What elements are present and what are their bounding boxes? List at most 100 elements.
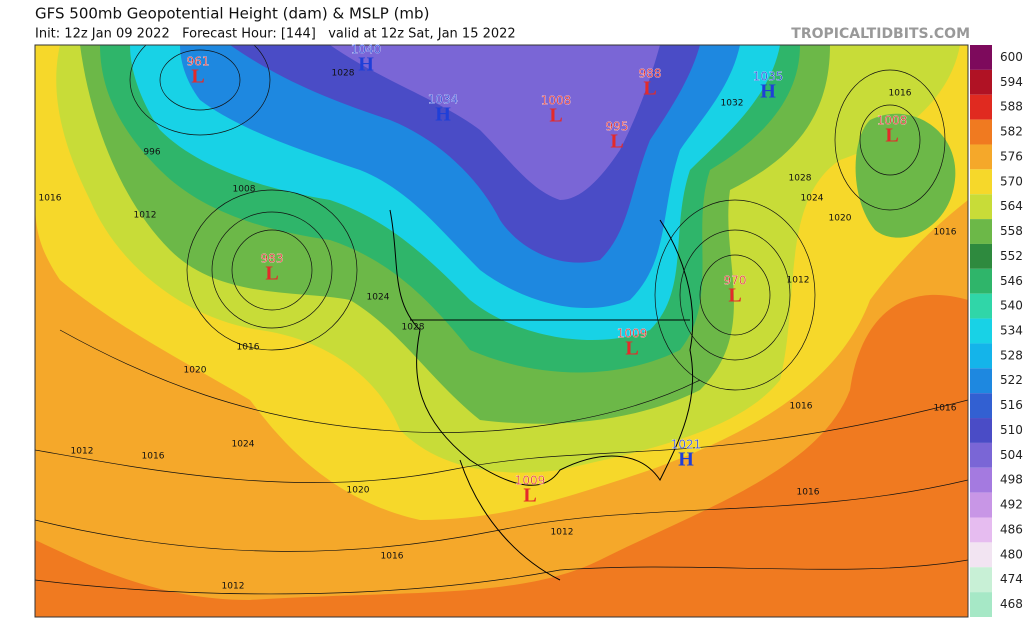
- isobar-label: 1012: [787, 276, 810, 286]
- center-symbol: H: [358, 54, 374, 76]
- colorbar-swatch: [970, 318, 992, 344]
- center-symbol: L: [265, 263, 278, 285]
- colorbar-label: 594: [1000, 75, 1023, 89]
- colorbar-label: 552: [1000, 249, 1023, 263]
- colorbar-swatch: [970, 567, 992, 593]
- colorbar-label: 546: [1000, 274, 1023, 288]
- isobar-label: 1012: [134, 211, 157, 221]
- coastlines: [389, 209, 694, 581]
- center-value: 1034: [428, 93, 459, 107]
- isobar-label: 996: [143, 148, 160, 158]
- center-symbol: L: [728, 285, 741, 307]
- site-name: TROPICALTIDBITS.COM: [791, 26, 970, 42]
- center-value: 1009: [617, 327, 648, 341]
- colorbar-label: 504: [1000, 448, 1023, 462]
- colorbar-swatch: [970, 542, 992, 568]
- colorbar-label: 588: [1000, 100, 1023, 114]
- colorbar-swatch: [970, 94, 992, 120]
- center-symbol: L: [643, 78, 656, 100]
- colorbar-label: 528: [1000, 348, 1023, 362]
- center-value: 961: [187, 55, 210, 69]
- isobar-label: 1016: [142, 452, 165, 462]
- colorbar-swatch: [970, 393, 992, 419]
- isobar-label: 1020: [829, 214, 852, 224]
- colorbar-swatch: [970, 69, 992, 95]
- isobar-label: 1020: [184, 366, 207, 376]
- center-symbol: L: [610, 131, 623, 153]
- center-symbol: H: [760, 81, 776, 103]
- colorbar-label: 564: [1000, 199, 1023, 213]
- center-value: 995: [606, 120, 629, 134]
- colorbar-label: 474: [1000, 572, 1023, 586]
- center-value: 1009: [515, 474, 546, 488]
- colorbar-swatch: [970, 343, 992, 369]
- colorbar-label: 558: [1000, 224, 1023, 238]
- isobar-label: 1012: [222, 582, 245, 592]
- colorbar-swatch: [970, 219, 992, 244]
- center-value: 1008: [541, 94, 572, 108]
- isobar-label: 1028: [402, 323, 425, 333]
- colorbar-swatch: [970, 194, 992, 220]
- center-value: 1021: [671, 438, 702, 452]
- center-value: 983: [261, 252, 284, 266]
- colorbar-label: 534: [1000, 324, 1023, 338]
- isobar-label: 1024: [232, 440, 255, 450]
- colorbar-label: 510: [1000, 423, 1023, 437]
- isobar-label: 1016: [934, 228, 957, 238]
- isobar-label: 1016: [797, 488, 820, 498]
- center-value: 988: [639, 67, 662, 81]
- colorbar-swatch: [970, 492, 992, 518]
- colorbar-label: 516: [1000, 398, 1023, 412]
- colorbar-swatch: [970, 119, 992, 145]
- colorbar-label: 480: [1000, 547, 1023, 561]
- colorbar-label: 570: [1000, 174, 1023, 188]
- center-symbol: L: [523, 485, 536, 507]
- colorbar-label: 492: [1000, 498, 1023, 512]
- isobars: [35, 45, 968, 595]
- colorbar-label: 576: [1000, 149, 1023, 163]
- isobar-label: 1024: [367, 293, 390, 303]
- colorbar-swatch: [970, 418, 992, 443]
- colorbar-label: 600: [1000, 50, 1023, 64]
- center-symbol: L: [885, 125, 898, 147]
- colorbar-swatch: [970, 517, 992, 543]
- center-value: 1035: [753, 70, 784, 84]
- isobar-label: 1028: [789, 174, 812, 184]
- center-value: 970: [724, 274, 747, 288]
- isobar-label: 1016: [381, 552, 404, 562]
- colorbar-label: 486: [1000, 522, 1023, 536]
- isobar-label: 1016: [889, 89, 912, 99]
- colorbar-swatch: [970, 293, 992, 319]
- isobar-label: 1012: [551, 528, 574, 538]
- colorbar-swatch: [970, 442, 992, 468]
- center-symbol: H: [435, 104, 451, 126]
- center-symbol: L: [191, 66, 204, 88]
- center-value: 1040: [351, 43, 382, 57]
- isobar-label: 1008: [233, 185, 256, 195]
- title: GFS 500mb Geopotential Height (dam) & MS…: [35, 5, 429, 23]
- center-symbol: L: [549, 105, 562, 127]
- isobar-label: 1016: [39, 194, 62, 204]
- center-value: 1008: [877, 114, 908, 128]
- colorbar-label: 498: [1000, 473, 1023, 487]
- isobar-label: 1016: [934, 404, 957, 414]
- isobar-label: 1028: [332, 69, 355, 79]
- isobar-label: 1016: [790, 402, 813, 412]
- colorbar-label: 582: [1000, 125, 1023, 139]
- colorbar-swatch: [970, 368, 992, 394]
- colorbar-swatch: [970, 268, 992, 294]
- map-frame: [34, 44, 969, 618]
- isobar-label: 1024: [801, 194, 824, 204]
- colorbar-swatch: [970, 45, 992, 70]
- colorbar-swatch: [970, 169, 992, 195]
- isobar-label: 1012: [71, 447, 94, 457]
- colorbar-label: 540: [1000, 299, 1023, 313]
- center-symbol: L: [625, 338, 638, 360]
- colorbar-swatch: [970, 467, 992, 493]
- map: [35, 45, 968, 617]
- colorbar-swatch: [970, 144, 992, 170]
- isobar-label: 1032: [721, 99, 744, 109]
- isobar-label: 1016: [237, 343, 260, 353]
